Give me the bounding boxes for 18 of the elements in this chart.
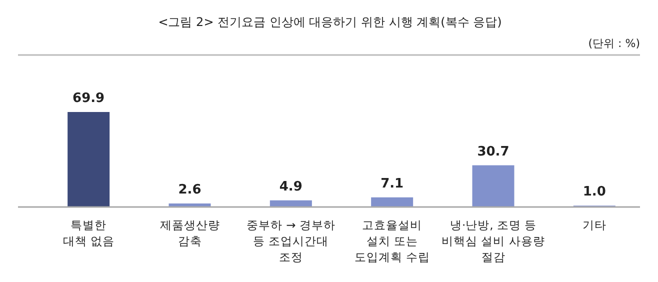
- bar: [270, 200, 312, 207]
- bar: [371, 197, 414, 207]
- x-tick-label: 고효율설비 설치 또는 도입계획 수립: [354, 218, 430, 264]
- data-label: 1.0: [582, 184, 606, 200]
- x-tick-label: 특별한 대책 없음: [62, 218, 114, 248]
- x-tick-label: 중부하 → 경부하 등 조업시간대 조정: [246, 218, 336, 264]
- x-tick-label: 제품생산량 감축: [160, 218, 220, 248]
- x-tick-label: 기타: [582, 218, 606, 232]
- data-label: 7.1: [380, 176, 404, 192]
- text: (단위 : %): [588, 37, 640, 50]
- chart-title: <그림 2> 전기요금 인상에 대응하기 위한 시행 계획(복수 응답): [158, 15, 502, 29]
- bar: [68, 112, 110, 207]
- bar: [472, 165, 514, 207]
- data-label: 69.9: [72, 91, 105, 106]
- data-label: 4.9: [279, 179, 302, 194]
- x-tick-label: 냉·난방, 조명 등 비핵심 설비 사용량 절감: [442, 218, 545, 264]
- data-label: 2.6: [178, 182, 202, 198]
- data-label: 30.7: [477, 144, 510, 160]
